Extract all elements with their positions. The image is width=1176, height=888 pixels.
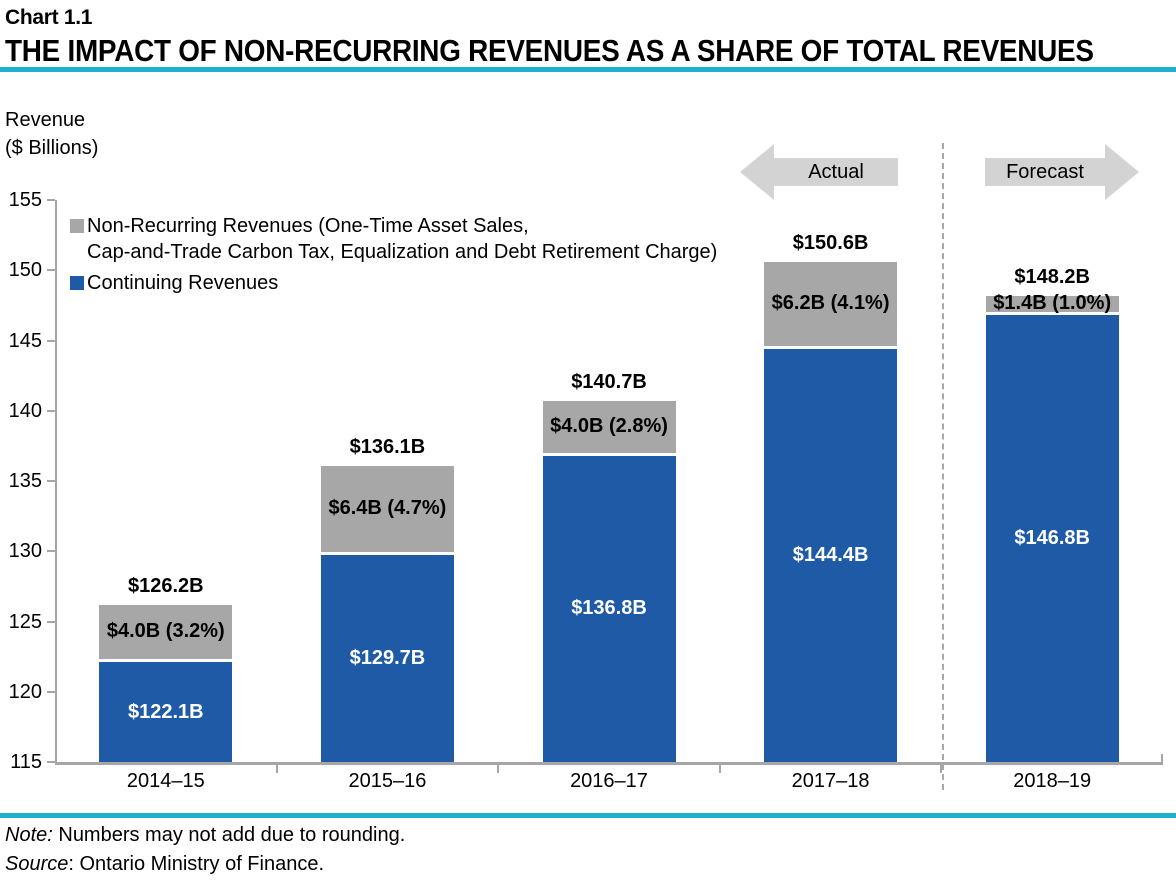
bar-value-label-nonrecurring: $4.0B (2.8%): [550, 415, 668, 438]
y-axis-label: 130: [8, 540, 42, 563]
x-axis-category-label: 2016–17: [570, 770, 648, 792]
actual-arrow: Actual: [740, 144, 898, 200]
actual-arrow-label: Actual: [774, 158, 898, 186]
bar-segment-continuing: [764, 348, 898, 762]
bar-segment-nonrecurring: [764, 261, 898, 346]
y-axis-label: 140: [8, 399, 42, 422]
chart-number-label: Chart 1.1: [5, 6, 93, 29]
legend-item-continuing: Continuing Revenues: [70, 270, 717, 296]
bar-segment-continuing: [99, 662, 233, 762]
legend-item-nonrecurring: Non-Recurring Revenues (One-Time Asset S…: [70, 213, 717, 265]
bottom-accent-divider: [0, 813, 1176, 818]
forecast-arrow-label: Forecast: [985, 158, 1105, 186]
legend-swatch-continuing-icon: [70, 276, 84, 290]
bar-total-label: $126.2B: [127, 574, 204, 597]
x-axis-category-label: 2014–15: [126, 770, 205, 792]
right-arrowhead-icon: [1105, 144, 1139, 200]
bar-total-label: $136.1B: [349, 435, 426, 458]
legend: Non-Recurring Revenues (One-Time Asset S…: [70, 213, 717, 296]
bar-value-label-nonrecurring: $4.0B (3.2%): [106, 620, 225, 643]
bar-total-label: $148.2B: [1014, 265, 1090, 288]
note-text: Note: Numbers may not add due to roundin…: [5, 824, 406, 846]
legend-label-nonrecurring: Non-Recurring Revenues (One-Time Asset S…: [87, 215, 718, 263]
y-axis-label: 155: [8, 189, 42, 211]
x-axis-category-label: 2017–18: [791, 770, 870, 792]
legend-swatch-nonrecurring-icon: [70, 219, 84, 233]
y-axis-title: Revenue ($ Billions): [5, 106, 98, 162]
bar-segment-continuing: [542, 455, 676, 762]
y-axis-label: 115: [10, 751, 42, 773]
x-axis-tick: [275, 765, 278, 773]
bar-value-label-continuing: $122.1B: [127, 700, 204, 723]
y-axis-tick: [47, 620, 55, 623]
y-axis-line: [55, 200, 57, 765]
y-axis-title-line1: Revenue: [5, 109, 86, 131]
bar-value-label-continuing: $129.7B: [349, 647, 426, 670]
y-axis-tick: [47, 269, 55, 272]
x-axis-category-label: 2018–19: [1013, 770, 1092, 792]
x-axis-tick: [718, 765, 721, 773]
bar-segment-continuing: [320, 555, 454, 762]
bar-value-label-nonrecurring: $1.4B (1.0%): [993, 292, 1112, 315]
x-axis-category-label: 2015–16: [348, 770, 427, 792]
forecast-divider-line: [942, 143, 944, 790]
y-axis-label: 125: [8, 610, 42, 633]
x-axis-tick: [497, 765, 500, 773]
x-axis-line: [55, 762, 1163, 765]
y-axis-tick: [47, 550, 55, 553]
y-axis-label: 135: [8, 470, 42, 492]
bar-value-label-nonrecurring: $6.4B (4.7%): [328, 497, 447, 520]
bar-segment-continuing: [985, 315, 1119, 762]
bar-segment-nonrecurring: [985, 295, 1119, 313]
y-axis-label: 120: [8, 680, 42, 703]
left-arrowhead-icon: [740, 144, 774, 200]
page-title: THE IMPACT OF NON-RECURRING REVENUES AS …: [5, 33, 1094, 68]
legend-label-continuing: Continuing Revenues: [87, 272, 279, 294]
y-axis-label: 150: [8, 259, 42, 282]
y-axis-tick: [47, 339, 55, 342]
y-axis-title-line2: ($ Billions): [5, 137, 99, 159]
y-axis-tick: [47, 199, 55, 201]
bar-segment-nonrecurring: [99, 604, 233, 660]
bar-segment-nonrecurring: [320, 465, 454, 553]
y-axis-tick: [47, 480, 55, 482]
bar-total-label: $150.6B: [792, 231, 869, 254]
bar-value-label-continuing: $144.4B: [792, 543, 869, 566]
x-axis-endcap-tick: [1161, 754, 1163, 762]
bar-value-label-continuing: $136.8B: [571, 597, 647, 620]
top-accent-divider: [0, 67, 1176, 72]
bar-segment-nonrecurring: [542, 400, 676, 453]
bar-value-label-nonrecurring: $6.2B (4.1%): [771, 292, 890, 315]
y-axis-tick: [47, 409, 55, 412]
y-axis-tick: [47, 761, 55, 763]
forecast-arrow: Forecast: [985, 144, 1139, 200]
source-text: Source: Ontario Ministry of Finance.: [5, 853, 325, 875]
x-axis-tick: [940, 765, 943, 773]
bar-value-label-continuing: $146.8B: [1014, 527, 1090, 550]
y-axis-label: 145: [8, 329, 42, 352]
y-axis-tick: [47, 690, 55, 693]
bar-total-label: $140.7B: [571, 370, 647, 393]
